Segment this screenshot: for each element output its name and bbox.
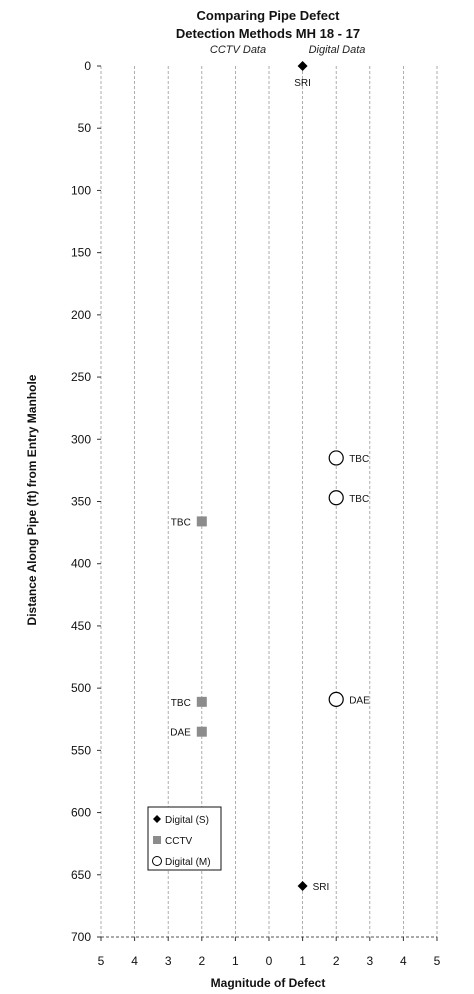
x-tick-label-7: 2 xyxy=(333,954,340,968)
x-tick-label-8: 3 xyxy=(366,954,373,968)
point-label-1-2: DAE xyxy=(170,728,191,739)
y-tick-label-13: 650 xyxy=(71,868,91,882)
x-tick-label-5: 0 xyxy=(266,954,273,968)
legend-marker-2 xyxy=(152,856,162,866)
y-tick-label-6: 300 xyxy=(71,432,91,446)
point-0-0 xyxy=(297,61,308,71)
chart-title-line-1: Comparing Pipe Defect xyxy=(196,8,340,23)
x-tick-label-10: 5 xyxy=(434,954,441,968)
point-label-2-0: TBC xyxy=(349,454,369,465)
x-tick-label-9: 4 xyxy=(400,954,407,968)
legend-marker-0 xyxy=(153,815,161,823)
legend: Digital (S) CCTV Digital (M) xyxy=(147,806,222,871)
x-axis-ticks: 5 4 3 2 1 0 1 2 3 4 5 xyxy=(98,937,441,968)
point-label-1-0: TBC xyxy=(171,517,191,528)
y-axis-ticks: 0 50 100 150 200 250 300 350 400 450 500 550 600 650 7… xyxy=(71,59,101,944)
gridlines xyxy=(100,66,438,938)
x-tick-label-3: 2 xyxy=(198,954,205,968)
point-label-2-1: TBC xyxy=(349,494,369,505)
x-axis-label: Magnitude of Defect xyxy=(211,976,326,990)
point-1-1 xyxy=(196,696,207,707)
y-tick-label-7: 350 xyxy=(71,495,91,509)
point-label-2-2: DAE xyxy=(349,695,370,706)
point-label-0-0: SRI xyxy=(294,78,311,89)
y-tick-label-8: 400 xyxy=(71,557,91,571)
point-2-1 xyxy=(328,490,344,506)
data-points: SRI SRI TBC TBC DAE TBC TBC DAE xyxy=(170,61,370,893)
point-1-0 xyxy=(196,516,207,527)
legend-label-2: Digital (M) xyxy=(165,857,211,868)
y-tick-label-10: 500 xyxy=(71,681,91,695)
chart-title-line-2: Detection Methods MH 18 - 17 xyxy=(176,26,360,41)
legend-marker-1 xyxy=(153,836,161,844)
y-tick-label-3: 150 xyxy=(71,246,91,260)
y-tick-label-9: 450 xyxy=(71,619,91,633)
y-tick-label-5: 250 xyxy=(71,370,91,384)
y-tick-label-11: 550 xyxy=(71,743,91,757)
x-tick-label-4: 1 xyxy=(232,954,239,968)
subtitle-cctv: CCTV Data xyxy=(210,44,266,56)
y-tick-label-0: 0 xyxy=(84,59,91,73)
x-tick-label-6: 1 xyxy=(299,954,306,968)
y-axis-label: Distance Along Pipe (ft) from Entry Manh… xyxy=(25,374,39,625)
point-0-1 xyxy=(297,880,308,891)
x-tick-label-2: 3 xyxy=(165,954,172,968)
point-2-0 xyxy=(328,450,344,466)
y-tick-label-1: 50 xyxy=(78,121,92,135)
y-tick-label-12: 600 xyxy=(71,806,91,820)
point-label-1-1: TBC xyxy=(171,698,191,709)
x-tick-label-0: 5 xyxy=(98,954,105,968)
point-label-0-1: SRI xyxy=(313,882,330,893)
legend-label-1: CCTV xyxy=(165,836,193,847)
y-tick-label-2: 100 xyxy=(71,183,91,197)
point-1-2 xyxy=(196,726,207,737)
legend-label-0: Digital (S) xyxy=(165,815,209,826)
point-2-2 xyxy=(328,691,344,707)
subtitle-digital: Digital Data xyxy=(309,44,366,56)
y-tick-label-14: 700 xyxy=(71,930,91,944)
x-tick-label-1: 4 xyxy=(131,954,138,968)
y-tick-label-4: 200 xyxy=(71,308,91,322)
